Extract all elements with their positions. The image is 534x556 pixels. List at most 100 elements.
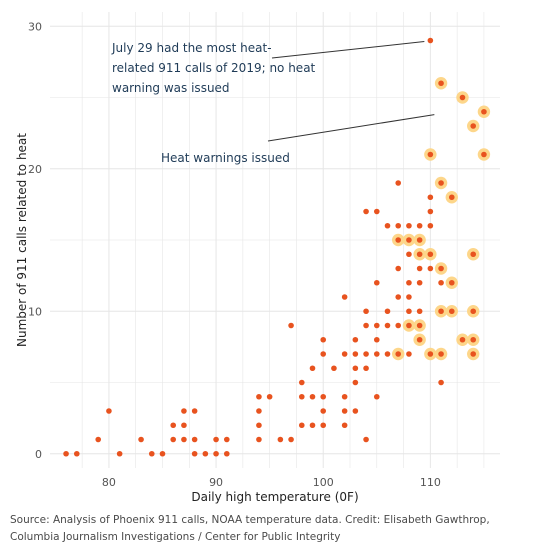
data-point	[384, 351, 391, 357]
data-point	[159, 450, 166, 457]
data-point	[406, 279, 412, 286]
heat-warning-point	[467, 305, 480, 318]
data-point	[298, 422, 305, 429]
data-dot	[320, 393, 327, 400]
source-credit: Source: Analysis of Phoenix 911 calls, N…	[10, 514, 490, 543]
data-dot	[438, 308, 444, 315]
data-point	[181, 408, 187, 414]
data-dot	[406, 294, 412, 300]
data-point	[309, 393, 316, 400]
data-dot	[448, 279, 455, 286]
data-dot	[202, 450, 209, 457]
data-point	[223, 436, 230, 443]
data-dot	[352, 365, 359, 372]
data-dot	[438, 379, 444, 386]
data-dot	[373, 393, 380, 400]
annotation-max-calls-line: related 911 calls of 2019; no heat	[112, 61, 316, 75]
data-dot	[159, 450, 166, 457]
data-point	[363, 322, 369, 329]
annotation-heat-warnings: Heat warnings issued	[161, 151, 290, 165]
data-point	[202, 450, 209, 457]
data-point	[373, 393, 380, 400]
data-point	[298, 379, 305, 386]
data-point	[384, 308, 391, 315]
data-dot	[191, 408, 198, 414]
heat-warning-point	[434, 176, 448, 190]
data-dot	[459, 94, 466, 101]
heat-warning-point	[467, 333, 480, 346]
data-point	[406, 351, 412, 357]
data-point	[95, 436, 102, 443]
data-point	[438, 279, 444, 286]
data-dot	[438, 80, 444, 87]
heat-warning-point	[402, 233, 416, 247]
data-dot	[341, 393, 348, 400]
data-point	[341, 422, 348, 429]
data-dot	[352, 408, 359, 414]
data-dot	[395, 180, 402, 186]
data-point	[170, 422, 177, 429]
data-dot	[309, 365, 316, 372]
data-point	[427, 265, 434, 272]
data-point	[170, 436, 177, 443]
data-point	[363, 208, 369, 215]
data-point	[416, 265, 423, 272]
heat-warning-point	[467, 248, 480, 261]
data-point	[256, 422, 262, 429]
heat-warning-point	[456, 91, 469, 104]
data-point	[395, 222, 402, 229]
data-point	[320, 393, 327, 400]
data-dot	[148, 450, 155, 457]
data-dot	[406, 308, 412, 315]
data-dot	[309, 393, 316, 400]
heat-warning-point	[445, 305, 458, 318]
data-point	[266, 393, 273, 400]
x-tick-label: 90	[209, 476, 223, 489]
heat-warning-point	[392, 233, 405, 247]
data-point	[406, 222, 412, 229]
data-point	[427, 208, 434, 215]
y-axis-title: Number of 911 calls related to heat	[15, 133, 29, 347]
data-dot	[470, 308, 477, 315]
data-dot	[406, 237, 412, 243]
data-point	[341, 294, 348, 300]
data-dot	[309, 422, 316, 429]
data-point	[416, 222, 423, 229]
data-point	[427, 37, 434, 44]
data-dot	[138, 436, 144, 443]
data-point	[341, 351, 348, 357]
data-dot	[416, 308, 423, 315]
data-point	[191, 450, 198, 457]
data-dot	[448, 194, 455, 201]
data-dot	[95, 436, 102, 443]
annotation-max-calls-line: July 29 had the most heat-	[111, 41, 272, 55]
data-point	[288, 322, 294, 329]
data-point	[309, 365, 316, 372]
data-dot	[106, 408, 112, 414]
data-point	[373, 336, 380, 343]
annotation-max-calls-leader	[271, 41, 425, 59]
heat-warning-point	[402, 319, 416, 332]
data-dot	[191, 436, 198, 443]
data-dot	[470, 351, 477, 357]
data-dot	[438, 351, 444, 357]
data-point	[352, 408, 359, 414]
data-dot	[256, 422, 262, 429]
data-point	[256, 393, 262, 400]
data-point	[373, 279, 380, 286]
x-tick-label: 80	[102, 476, 116, 489]
data-dot	[73, 450, 80, 457]
data-dot	[384, 351, 391, 357]
data-point	[395, 180, 402, 186]
data-point	[395, 265, 402, 272]
data-dot	[395, 237, 402, 243]
heat-warning-point	[434, 347, 448, 361]
data-point	[352, 379, 359, 386]
data-point	[320, 351, 327, 357]
data-dot	[363, 208, 369, 215]
data-point	[395, 294, 402, 300]
data-point	[427, 194, 434, 201]
x-axis-title: Daily high temperature (0F)	[191, 490, 358, 504]
data-dot	[373, 208, 380, 215]
data-points	[63, 37, 491, 457]
